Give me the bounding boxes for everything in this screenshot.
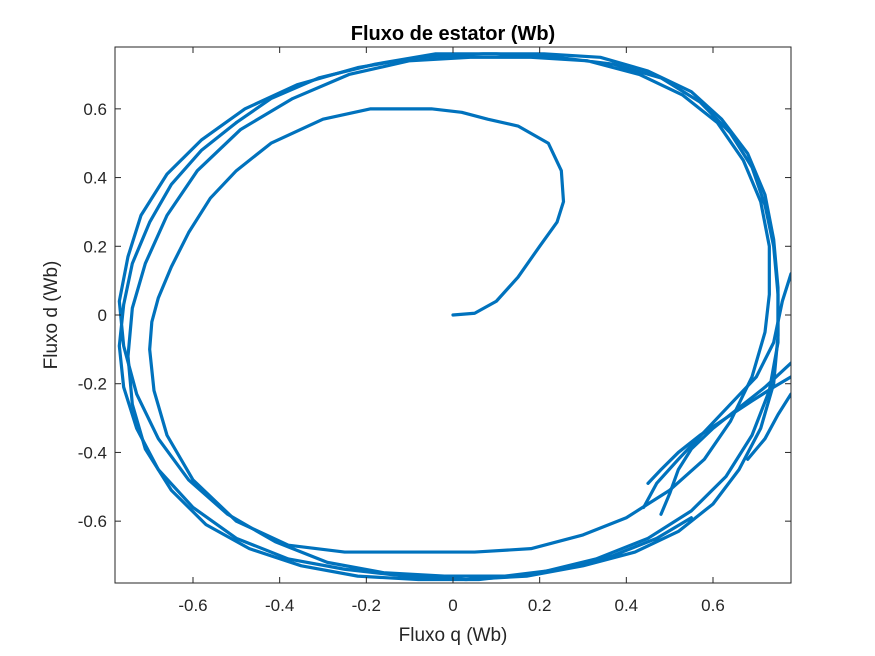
chart-title: Fluxo de estator (Wb)	[351, 23, 555, 45]
flux-trajectory-segment-5	[642, 272, 791, 510]
x-tick-label: 0.6	[701, 596, 725, 615]
trace-group	[117, 52, 791, 582]
x-tick-label: 0.2	[528, 596, 552, 615]
x-tick-label: -0.4	[265, 596, 294, 615]
x-tick-label: 0.4	[615, 596, 639, 615]
y-axis-label: Fluxo d (Wb)	[41, 261, 62, 370]
y-tick-label: 0.2	[83, 237, 107, 256]
y-axis: -0.6 -0.4 -0.2 0 0.2 0.4 0.6	[78, 100, 791, 531]
x-axis: -0.6 -0.4 -0.2 0 0.2 0.4 0.6	[178, 47, 725, 615]
flux-trajectory-segment-2	[117, 52, 780, 582]
flux-trajectory-segment-4	[659, 361, 791, 516]
flux-trajectory-segment-6	[746, 392, 791, 461]
y-tick-label: 0.6	[83, 100, 107, 119]
x-tick-label: -0.6	[178, 596, 207, 615]
y-tick-label: -0.6	[78, 512, 107, 531]
y-tick-label: -0.2	[78, 375, 107, 394]
y-tick-label: -0.4	[78, 443, 107, 462]
y-tick-label: 0	[98, 306, 107, 325]
y-tick-label: 0.4	[83, 169, 107, 188]
x-tick-label: 0	[448, 596, 457, 615]
x-axis-label: Fluxo q (Wb)	[399, 625, 508, 646]
x-tick-label: -0.2	[352, 596, 381, 615]
